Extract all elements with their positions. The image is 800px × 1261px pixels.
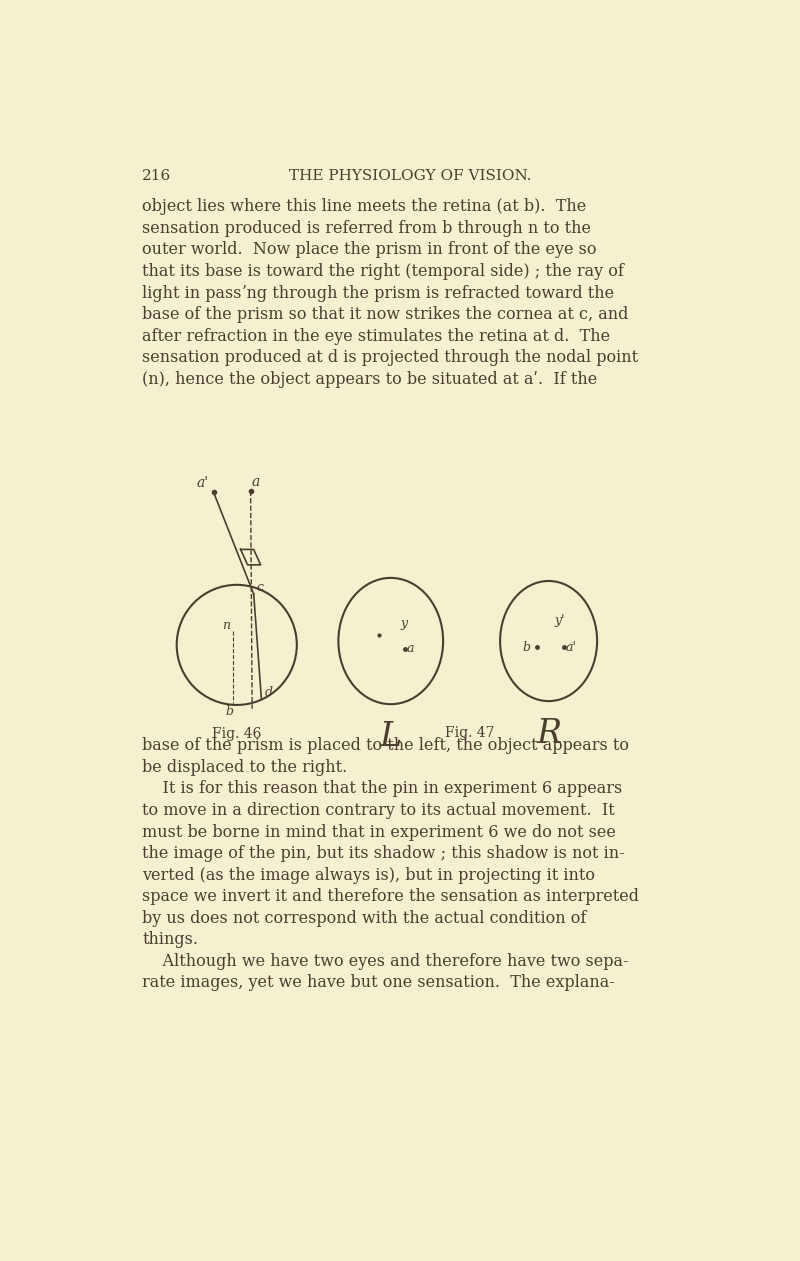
Text: a': a' bbox=[566, 641, 577, 653]
Text: Fig. 46: Fig. 46 bbox=[212, 726, 262, 740]
Text: base of the prism so that it now strikes the cornea at c, and: base of the prism so that it now strikes… bbox=[142, 306, 629, 323]
Text: base of the prism is placed to the left, the object appears to: base of the prism is placed to the left,… bbox=[142, 738, 629, 754]
Text: sensation produced is referred from b through n to the: sensation produced is referred from b th… bbox=[142, 219, 591, 237]
Text: L: L bbox=[380, 721, 402, 753]
Text: a': a' bbox=[197, 477, 209, 491]
Text: Although we have two eyes and therefore have two sepa-: Although we have two eyes and therefore … bbox=[142, 953, 629, 970]
Text: object lies where this line meets the retina (at b).  The: object lies where this line meets the re… bbox=[142, 198, 586, 216]
Text: 216: 216 bbox=[142, 169, 171, 183]
Text: b: b bbox=[226, 705, 234, 718]
Text: y': y' bbox=[554, 614, 566, 627]
Text: y: y bbox=[400, 617, 407, 630]
Text: the image of the pin, but its shadow ; this shadow is not in-: the image of the pin, but its shadow ; t… bbox=[142, 845, 625, 863]
Text: d: d bbox=[265, 686, 273, 700]
Text: light in passʼng through the prism is refracted toward the: light in passʼng through the prism is re… bbox=[142, 285, 614, 301]
Text: must be borne in mind that in experiment 6 we do not see: must be borne in mind that in experiment… bbox=[142, 823, 616, 841]
Text: to move in a direction contrary to its actual movement.  It: to move in a direction contrary to its a… bbox=[142, 802, 614, 818]
Text: verted (as the image always is), but in projecting it into: verted (as the image always is), but in … bbox=[142, 866, 595, 884]
Text: things.: things. bbox=[142, 932, 198, 948]
Text: a: a bbox=[406, 642, 414, 656]
Text: It is for this reason that the pin in experiment 6 appears: It is for this reason that the pin in ex… bbox=[142, 781, 622, 797]
Text: after refraction in the eye stimulates the retina at d.  The: after refraction in the eye stimulates t… bbox=[142, 328, 610, 344]
Text: rate images, yet we have but one sensation.  The explana-: rate images, yet we have but one sensati… bbox=[142, 975, 614, 991]
Text: by us does not correspond with the actual condition of: by us does not correspond with the actua… bbox=[142, 909, 586, 927]
Text: THE PHYSIOLOGY OF VISION.: THE PHYSIOLOGY OF VISION. bbox=[289, 169, 531, 183]
Text: a: a bbox=[251, 474, 259, 488]
Text: sensation produced at d is projected through the nodal point: sensation produced at d is projected thr… bbox=[142, 349, 638, 366]
Text: space we invert it and therefore the sensation as interpreted: space we invert it and therefore the sen… bbox=[142, 888, 639, 905]
Text: c: c bbox=[257, 581, 264, 594]
Text: n: n bbox=[222, 619, 230, 633]
Text: (n), hence the object appears to be situated at aʹ.  If the: (n), hence the object appears to be situ… bbox=[142, 371, 598, 388]
Text: that its base is toward the right (temporal side) ; the ray of: that its base is toward the right (tempo… bbox=[142, 264, 624, 280]
Text: be displaced to the right.: be displaced to the right. bbox=[142, 759, 347, 776]
Text: b: b bbox=[523, 641, 531, 653]
Text: Fig. 47: Fig. 47 bbox=[445, 726, 494, 740]
Text: outer world.  Now place the prism in front of the eye so: outer world. Now place the prism in fron… bbox=[142, 241, 597, 259]
Text: R: R bbox=[536, 718, 561, 750]
